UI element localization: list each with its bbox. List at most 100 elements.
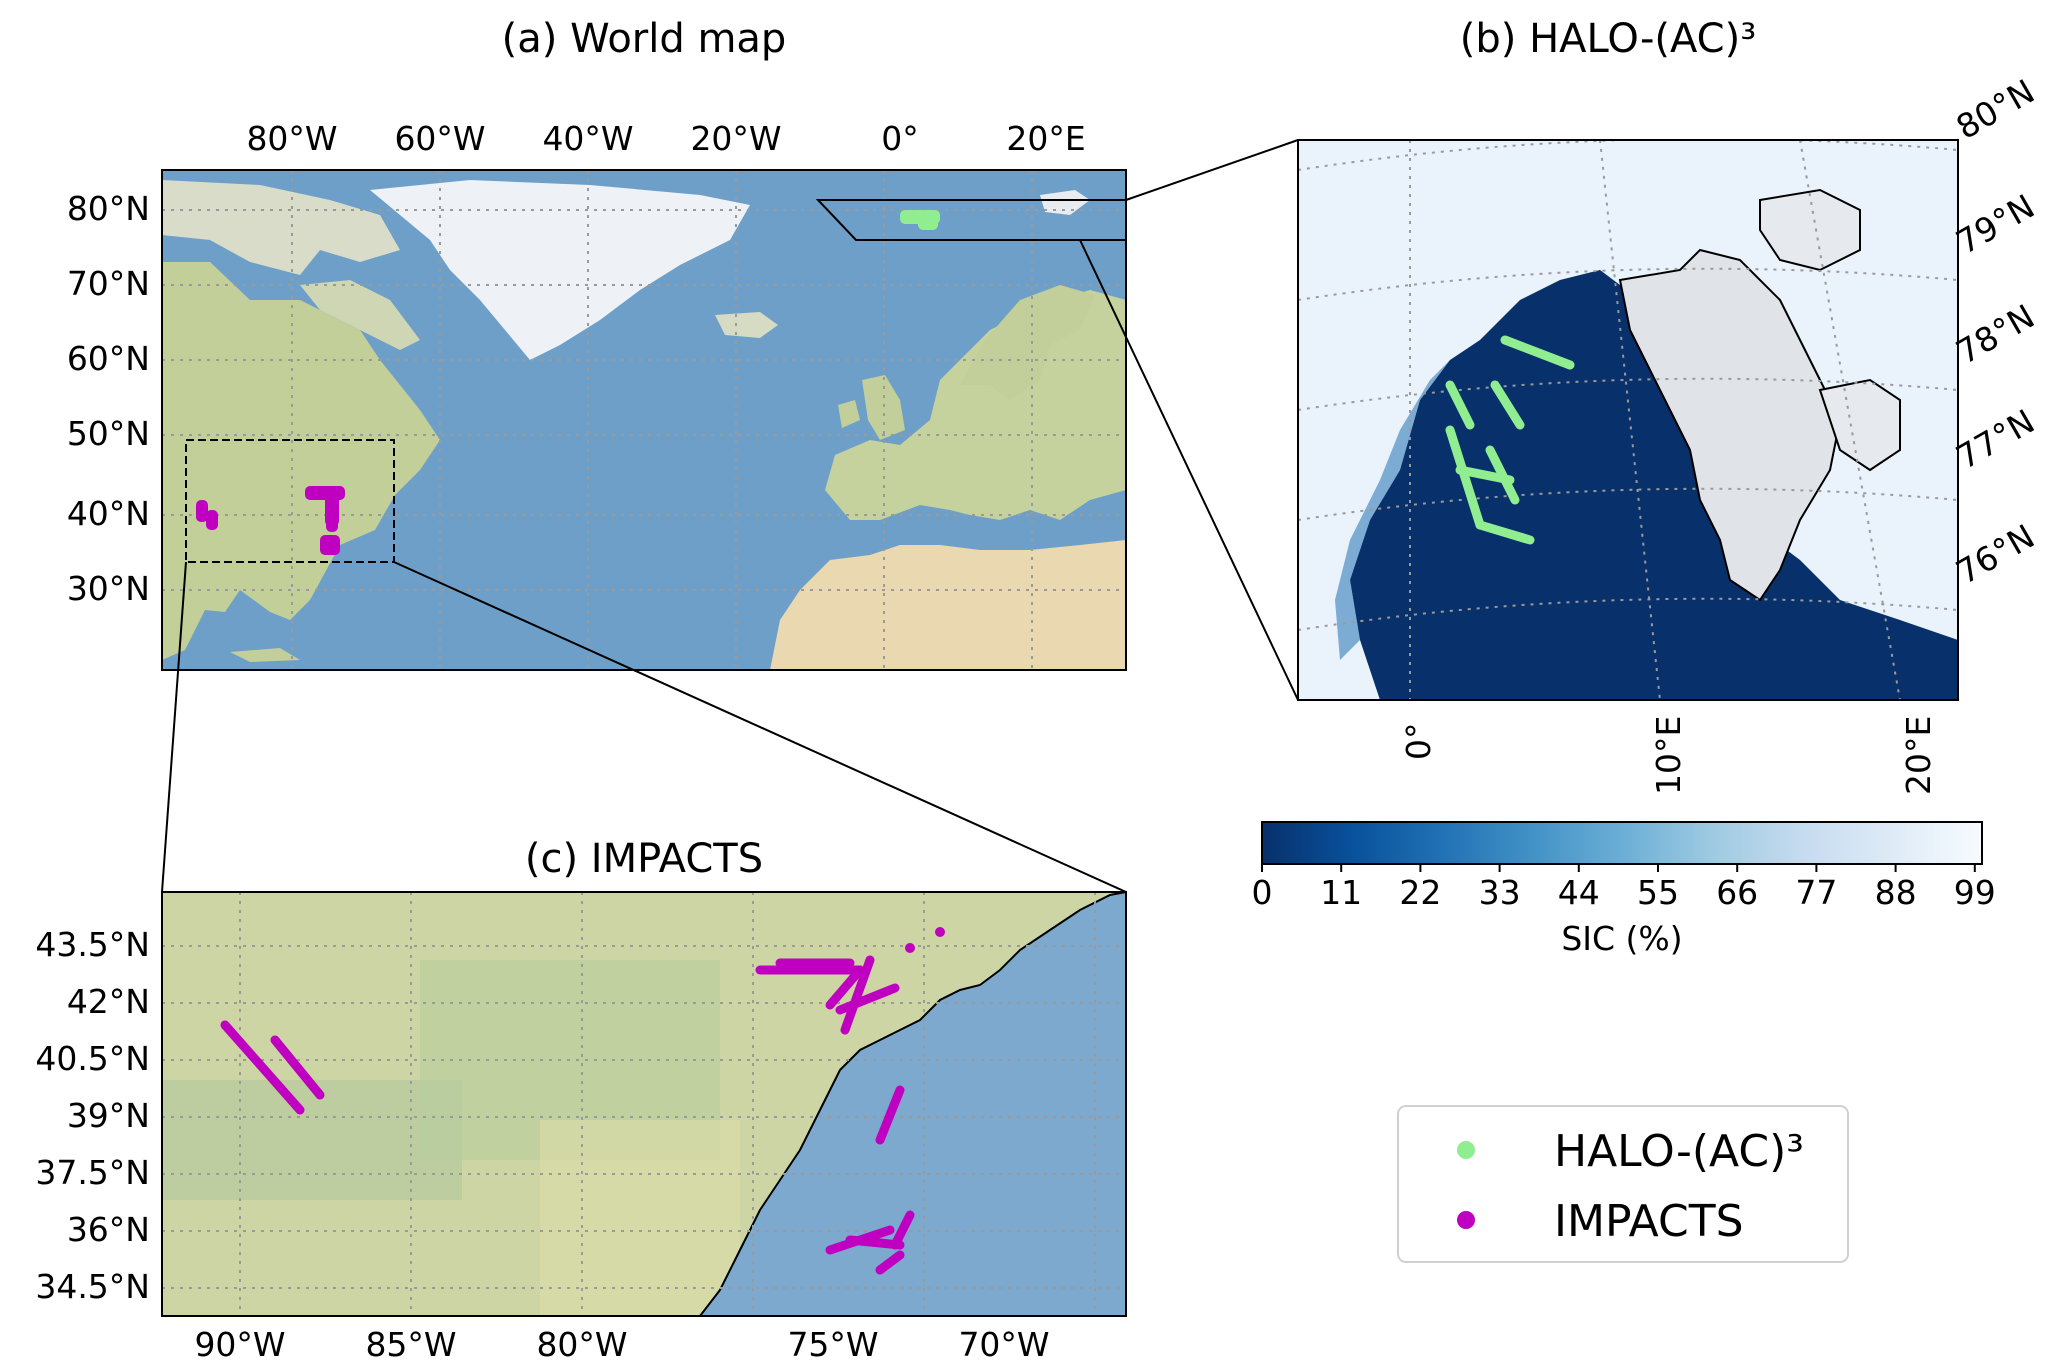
panel-a-halo-tracks: [900, 210, 940, 230]
panel-b-map: [1298, 140, 1958, 700]
svalbard-main: [1618, 248, 1842, 602]
lon-tick: 75°W: [787, 1325, 878, 1364]
panel-b-halo-tracks: [1445, 335, 1575, 545]
inset-box-impacts: [185, 439, 395, 563]
british-isles: [862, 375, 905, 440]
open-water-edge: [1335, 360, 1450, 660]
panel-b-gridlines: [1298, 140, 1958, 700]
lat-tick: 37.5°N: [35, 1153, 150, 1192]
panel-c-lon-ticks: 90°W 85°W 80°W 75°W 70°W: [194, 1325, 1049, 1364]
lat-tick: 80°N: [67, 189, 150, 228]
colorbar-tick-label: 33: [1479, 873, 1521, 912]
scandinavia: [960, 285, 1095, 400]
panel-c-frame: [161, 891, 1127, 1317]
lat-tick: 70°N: [67, 264, 150, 303]
lat-tick: 50°N: [67, 414, 150, 453]
panel-b-title: (b) HALO-(AC)³: [1460, 16, 1756, 62]
panel-a-lon-ticks: 80°W 60°W 40°W 20°W 0° 20°E: [246, 119, 1085, 158]
colorbar-tick-label: 99: [1954, 873, 1996, 912]
land-patch: [540, 1120, 740, 1316]
panel-c-gridlines: [162, 892, 1126, 1316]
open-water-lower: [1700, 600, 1958, 700]
panel-c-impacts-dots: [905, 927, 945, 953]
panel-a-lat-ticks: 80°N 70°N 60°N 50°N 40°N 30°N: [67, 189, 150, 608]
legend-label-halo: HALO-(AC)³: [1554, 1126, 1804, 1177]
lon-tick: 20°W: [690, 119, 781, 158]
panel-a-title: (a) World map: [502, 16, 787, 62]
lon-tick: 0°: [1399, 723, 1438, 761]
lat-tick: 30°N: [67, 569, 150, 608]
panel-b-frame: [1297, 139, 1959, 701]
europe-landmass: [825, 290, 1126, 520]
panel-c-title: (c) IMPACTS: [525, 836, 763, 882]
greenland: [370, 180, 750, 360]
panel-a-impacts-tracks: [196, 486, 345, 555]
colorbar-tick-label: 0: [1252, 873, 1273, 912]
colorbar-bar: [1261, 821, 1983, 865]
colorbar: 0 11 22 33 44 55 66 77 88 99 SIC (%): [1252, 821, 1996, 958]
lat-tick: 42°N: [67, 982, 150, 1021]
edgeoya: [1818, 378, 1901, 472]
lon-tick: 70°W: [958, 1325, 1049, 1364]
panel-a-gridlines: [162, 170, 1126, 670]
panel-b: (b) HALO-(AC)³: [1297, 16, 2042, 795]
colorbar-tick-label: 44: [1558, 873, 1600, 912]
lat-tick: 40°N: [67, 494, 150, 533]
panel-a-map: [162, 170, 1126, 670]
lat-tick: 39°N: [67, 1096, 150, 1135]
lat-tick: 79°N: [1950, 187, 2042, 262]
panel-b-lat-ticks: 80°N 79°N 78°N 77°N 76°N: [1950, 72, 2042, 592]
lat-tick: 77°N: [1950, 402, 2042, 477]
legend-item-halo: HALO-(AC)³: [1457, 1126, 1804, 1177]
lon-tick: 0°: [881, 119, 919, 158]
lon-tick: 85°W: [365, 1325, 456, 1364]
lat-tick: 80°N: [1950, 72, 2042, 147]
cuba: [230, 648, 300, 662]
ireland: [838, 400, 860, 428]
panel-b-lon-ticks: 0° 10°E 20°E: [1399, 716, 1938, 795]
inset-box-halo: [815, 199, 1126, 241]
land-patch: [162, 1080, 462, 1200]
lat-tick: 76°N: [1950, 517, 2042, 592]
legend-item-impacts: IMPACTS: [1457, 1196, 1744, 1247]
colorbar-tick-label: 11: [1320, 873, 1362, 912]
colorbar-ticks: 0 11 22 33 44 55 66 77 88 99: [1252, 864, 1996, 912]
legend: HALO-(AC)³ IMPACTS: [1397, 1105, 1849, 1263]
colorbar-tick-label: 22: [1399, 873, 1441, 912]
lon-tick: 20°E: [1899, 716, 1938, 795]
lon-tick: 60°W: [394, 119, 485, 158]
legend-marker-impacts: [1457, 1211, 1475, 1229]
north-america-landmass: [162, 262, 440, 660]
arctic-islands: [162, 180, 400, 275]
nordaustlandet: [1759, 188, 1861, 272]
legend-box: [1397, 1105, 1849, 1263]
atlantic-ocean: [700, 892, 1126, 1316]
colorbar-tick-label: 66: [1716, 873, 1758, 912]
lon-tick: 20°E: [1006, 119, 1085, 158]
lat-tick: 60°N: [67, 339, 150, 378]
svalbard: [1040, 190, 1090, 215]
coastline: [699, 892, 1126, 1316]
lat-tick: 34.5°N: [35, 1267, 150, 1306]
north-africa: [770, 540, 1126, 670]
colorbar-label: SIC (%): [1561, 919, 1682, 958]
lat-tick: 78°N: [1950, 297, 2042, 372]
panel-c-map: [162, 892, 1126, 1316]
lat-tick: 36°N: [67, 1210, 150, 1249]
lon-tick: 80°W: [246, 119, 337, 158]
panel-a: (a) World map: [67, 16, 1127, 671]
lon-tick: 10°E: [1649, 716, 1688, 795]
lat-tick: 43.5°N: [35, 925, 150, 964]
colorbar-tick-label: 77: [1795, 873, 1837, 912]
panel-c-lat-ticks: 43.5°N 42°N 40.5°N 39°N 37.5°N 36°N 34.5…: [35, 925, 150, 1306]
colorbar-tick-label: 88: [1875, 873, 1917, 912]
inset-connector-lines: [161, 139, 1299, 893]
lon-tick: 90°W: [194, 1325, 285, 1364]
lon-tick: 40°W: [542, 119, 633, 158]
panel-c: (c) IMPACTS: [35, 836, 1127, 1364]
legend-label-impacts: IMPACTS: [1554, 1196, 1744, 1247]
panel-a-frame: [161, 169, 1127, 671]
lat-tick: 40.5°N: [35, 1039, 150, 1078]
lon-tick: 80°W: [536, 1325, 627, 1364]
